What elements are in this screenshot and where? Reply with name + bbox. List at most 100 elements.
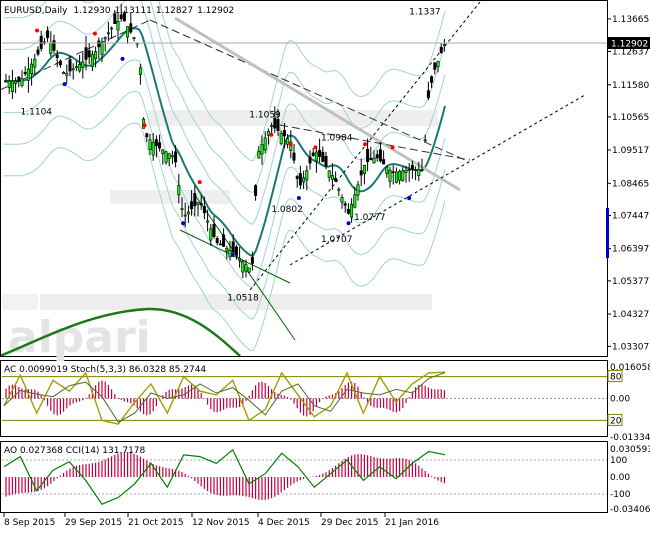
candle (270, 125, 274, 127)
candle (110, 27, 114, 30)
candle (350, 204, 354, 218)
candle (346, 209, 350, 214)
ao-cci-tick-label: 0.030593 (610, 445, 650, 455)
ac-stoch-tick-label: 0.016058 (610, 363, 650, 373)
candle (238, 258, 242, 261)
candle (254, 185, 258, 196)
candle (327, 170, 331, 178)
envelope-line (4, 91, 446, 320)
price-axis: 1.13665 1.12637 1.11580 1.10565 1.09517 1.084… (607, 15, 650, 352)
envelope-line (158, 1, 446, 162)
candle (81, 61, 85, 68)
candle (410, 164, 414, 170)
scroll-marker[interactable] (606, 208, 609, 258)
fractal-up-marker (142, 123, 147, 128)
candle (273, 118, 277, 129)
candle (202, 206, 206, 214)
candle (414, 169, 418, 171)
candle (366, 148, 370, 163)
candle (222, 234, 226, 247)
price-annotation: 1.0984 (321, 133, 353, 143)
price-annotation: 1.0707 (321, 235, 353, 245)
fractal-down-marker (407, 195, 412, 200)
price-annotation: 1.0518 (227, 294, 259, 304)
current-price-tag: 1.12902 (608, 37, 650, 50)
ao-cci-tick-label: -100 (610, 490, 631, 500)
moving-average-line (4, 27, 446, 257)
ao-cci-tick-label: 0.00 (610, 473, 630, 483)
envelope-line (4, 1, 446, 194)
candle (420, 169, 424, 171)
ohlc-high: 1.13111 (115, 6, 152, 16)
candle (161, 149, 165, 154)
candle (241, 261, 245, 273)
candle (87, 50, 91, 58)
fractal-down-marker (296, 195, 301, 200)
candle (10, 80, 14, 92)
candle (84, 47, 88, 60)
ao-cci-title: AO 0.027368 CCI(14) 131.7178 (4, 446, 146, 456)
candle (209, 228, 213, 241)
candle (190, 201, 194, 210)
stoch-level-box (607, 370, 623, 383)
candle (279, 133, 283, 145)
envelope-line (4, 59, 446, 288)
candle (39, 36, 43, 49)
candle (394, 171, 398, 183)
trend-line[interactable] (179, 229, 291, 284)
candle (404, 169, 408, 173)
candle (71, 68, 75, 71)
candle (324, 155, 328, 167)
fractal-up-marker (197, 180, 202, 185)
cci-line (3, 448, 446, 505)
candle (183, 214, 187, 217)
candle (382, 159, 386, 165)
candle (282, 129, 286, 137)
candle (330, 175, 334, 180)
candle (186, 211, 190, 215)
price-tick-label: 1.03307 (612, 342, 649, 352)
candle (52, 40, 56, 51)
candle (68, 59, 72, 72)
trend-line[interactable] (0, 19, 151, 91)
candle (138, 67, 142, 75)
candle (231, 241, 235, 253)
price-tick-label: 1.09517 (612, 146, 649, 156)
candle (177, 184, 181, 196)
fractal-up-marker (35, 28, 40, 33)
fractal-up-marker (269, 132, 274, 137)
candle (388, 169, 392, 182)
ohlc-low: 1.12827 (156, 6, 193, 16)
candle (164, 151, 168, 163)
fractal-up-marker (313, 145, 318, 150)
fractal-up-marker (92, 31, 97, 36)
candle (17, 76, 21, 82)
main-title-text: EURUSD,Daily (4, 6, 68, 16)
fractal-up-marker (390, 145, 395, 150)
ao-cci-plot (2, 448, 607, 505)
candle (228, 249, 232, 258)
candle (225, 247, 229, 252)
candle (334, 177, 338, 182)
candle (199, 203, 203, 206)
candle (154, 139, 158, 146)
watermark-logo: alpari (8, 312, 151, 363)
fractal-down-marker (181, 221, 186, 226)
candle (436, 60, 440, 67)
candle (417, 169, 421, 177)
price-tick-label: 1.04327 (612, 310, 649, 320)
price-annotation: 1.0802 (271, 205, 303, 215)
candle (372, 157, 376, 164)
trend-line[interactable] (289, 94, 586, 266)
ac-stoch-plot (2, 371, 607, 425)
price-tick-label: 1.08465 (612, 179, 649, 189)
candle (292, 152, 296, 161)
time-tick-label: 4 Dec 2015 (258, 518, 310, 528)
trend-line[interactable] (279, 124, 471, 161)
candle (170, 155, 174, 158)
trend-line[interactable] (149, 19, 466, 161)
envelope-line (4, 122, 446, 352)
price-tick-label: 1.11580 (612, 81, 649, 91)
